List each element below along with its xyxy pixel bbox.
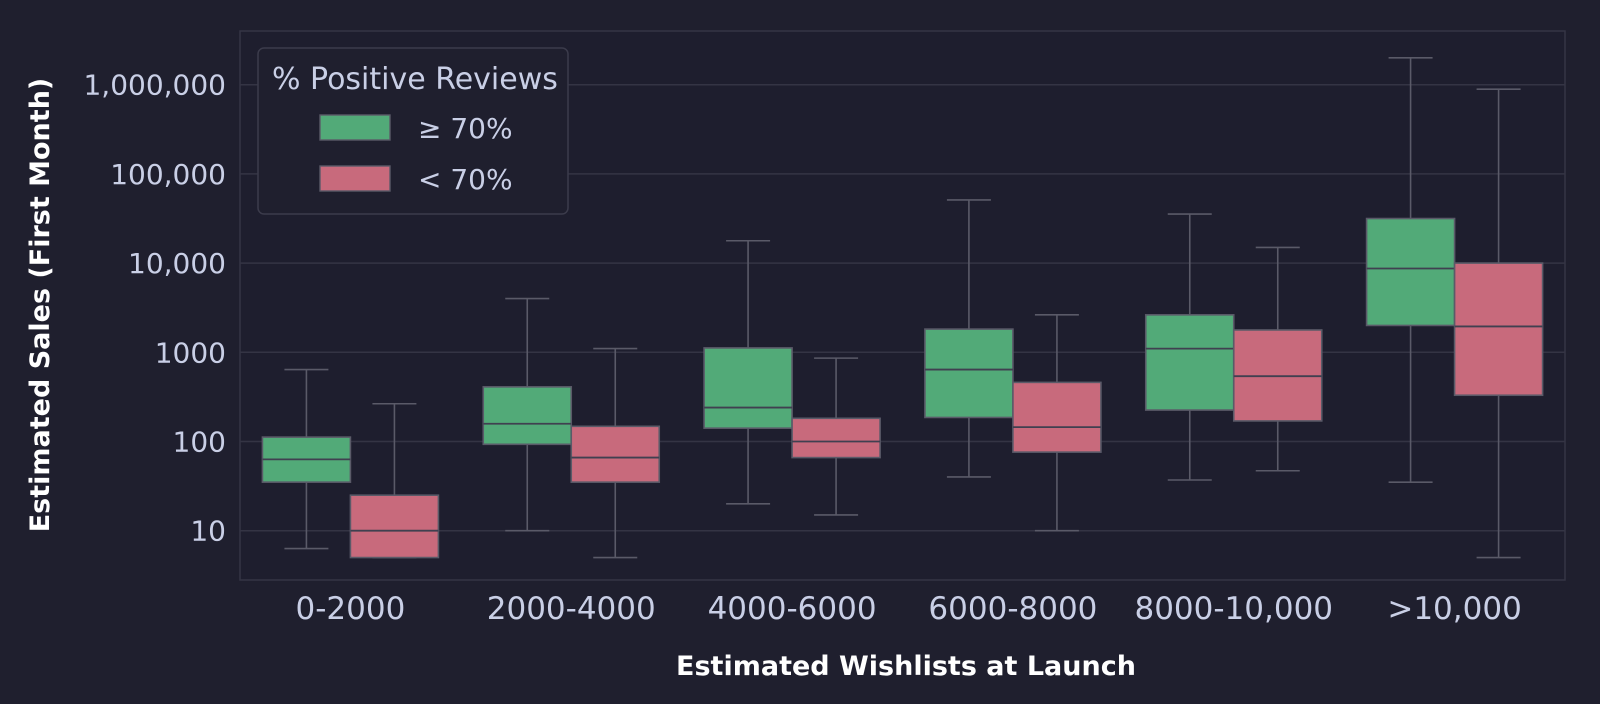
x-tick-label: 0-2000 [296, 591, 406, 627]
legend-swatch [319, 165, 391, 192]
y-tick-label: 1000 [155, 336, 226, 369]
legend-title: % Positive Reviews [272, 62, 558, 97]
y-tick-label: 10,000 [128, 247, 226, 280]
box-low-reviews [570, 425, 661, 483]
y-tick-label: 100,000 [110, 158, 226, 191]
y-tick-label: 100 [173, 425, 226, 458]
x-tick-label: 2000-4000 [487, 591, 656, 627]
x-tick-label: 4000-6000 [708, 591, 877, 627]
plot-area: 10 100 1000 10,000 100,000 1,000,000 0-2000 200… [83, 30, 1566, 627]
x-tick-label: 6000-8000 [928, 591, 1097, 627]
box-low-reviews [349, 494, 440, 559]
legend-entry-label: < 70% [418, 163, 513, 196]
box-high-reviews [924, 328, 1014, 419]
y-tick-label: 1,000,000 [83, 69, 226, 102]
legend-entry-label: ≥ 70% [418, 112, 513, 145]
box-high-reviews [482, 386, 573, 446]
x-tick-label: 8000-10,000 [1134, 591, 1333, 627]
box-low-reviews [1012, 381, 1102, 453]
box-high-reviews [703, 347, 793, 429]
box-low-reviews [1453, 262, 1544, 397]
legend-swatch [319, 114, 391, 141]
box-low-reviews [791, 417, 881, 459]
box-high-reviews [1365, 217, 1456, 327]
box-high-reviews [1144, 314, 1235, 411]
y-axis-label: Estimated Sales (First Month) [25, 78, 56, 533]
x-axis-label: Estimated Wishlists at Launch [676, 651, 1136, 682]
y-tick-label: 10 [190, 515, 226, 548]
x-tick-label: >10,000 [1387, 591, 1521, 627]
